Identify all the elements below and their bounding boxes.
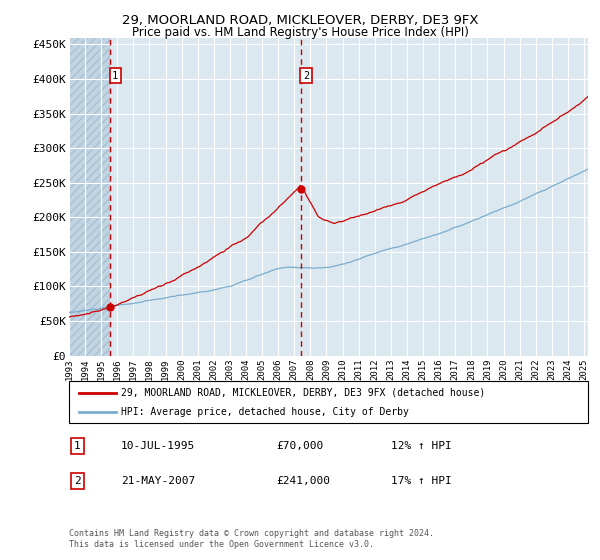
Text: Price paid vs. HM Land Registry's House Price Index (HPI): Price paid vs. HM Land Registry's House … <box>131 26 469 39</box>
Text: £241,000: £241,000 <box>277 476 331 486</box>
Text: 10-JUL-1995: 10-JUL-1995 <box>121 441 195 451</box>
Bar <box>69 38 110 356</box>
Text: 29, MOORLAND ROAD, MICKLEOVER, DERBY, DE3 9FX: 29, MOORLAND ROAD, MICKLEOVER, DERBY, DE… <box>122 14 478 27</box>
Text: £70,000: £70,000 <box>277 441 324 451</box>
Text: 29, MOORLAND ROAD, MICKLEOVER, DERBY, DE3 9FX (detached house): 29, MOORLAND ROAD, MICKLEOVER, DERBY, DE… <box>121 388 485 398</box>
Text: 1: 1 <box>74 441 81 451</box>
Text: HPI: Average price, detached house, City of Derby: HPI: Average price, detached house, City… <box>121 407 409 417</box>
Text: Contains HM Land Registry data © Crown copyright and database right 2024.
This d: Contains HM Land Registry data © Crown c… <box>69 529 434 549</box>
Text: 2: 2 <box>303 71 309 81</box>
Text: 17% ↑ HPI: 17% ↑ HPI <box>391 476 452 486</box>
FancyBboxPatch shape <box>69 381 588 423</box>
Text: 2: 2 <box>74 476 81 486</box>
Text: 21-MAY-2007: 21-MAY-2007 <box>121 476 195 486</box>
Text: 12% ↑ HPI: 12% ↑ HPI <box>391 441 452 451</box>
Text: 1: 1 <box>112 71 118 81</box>
